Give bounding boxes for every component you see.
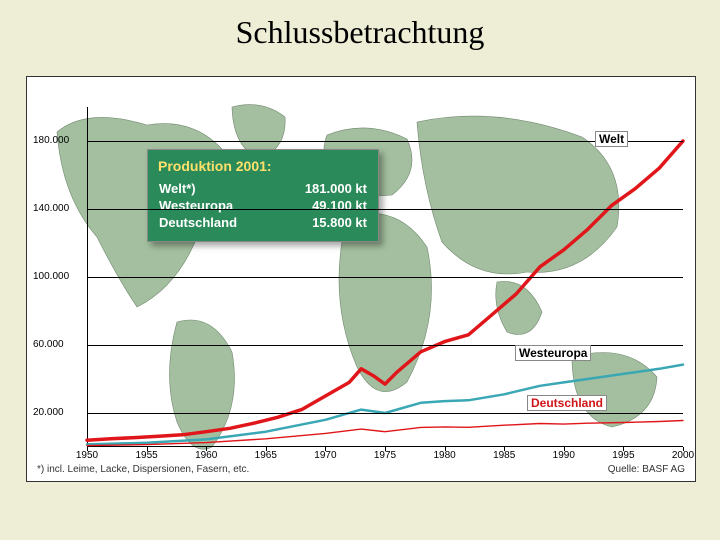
- gridline: [87, 141, 683, 142]
- chart-plot-area: Produktion 2001: Welt*)181.000 ktWesteur…: [27, 77, 695, 481]
- production-info-box: Produktion 2001: Welt*)181.000 ktWesteur…: [147, 149, 379, 242]
- series-label-deutschland: Deutschland: [527, 395, 607, 411]
- gridline: [87, 413, 683, 414]
- info-box-row-label: Welt*): [158, 180, 275, 197]
- x-tick-label: 1965: [246, 450, 286, 461]
- info-box-row-value: 49.100 kt: [275, 197, 368, 214]
- info-box-row: Westeuropa49.100 kt: [158, 197, 368, 214]
- gridline: [87, 209, 683, 210]
- info-box-table: Welt*)181.000 ktWesteuropa49.100 ktDeuts…: [158, 180, 368, 231]
- x-tick-label: 2000: [663, 450, 703, 461]
- chart-frame: Produktion 2001: Welt*)181.000 ktWesteur…: [26, 76, 696, 482]
- info-box-row-label: Deutschland: [158, 214, 275, 231]
- info-box-row-value: 15.800 kt: [275, 214, 368, 231]
- y-tick-label: 20.000: [33, 407, 85, 418]
- info-box-header: Produktion 2001:: [158, 158, 368, 174]
- info-box-row: Welt*)181.000 kt: [158, 180, 368, 197]
- series-label-westeuropa: Westeuropa: [515, 345, 591, 361]
- info-box-row: Deutschland15.800 kt: [158, 214, 368, 231]
- x-tick-label: 1985: [484, 450, 524, 461]
- x-tick-label: 1950: [67, 450, 107, 461]
- y-tick-label: 180.000: [33, 135, 85, 146]
- x-tick-label: 1980: [425, 450, 465, 461]
- x-tick-label: 1955: [127, 450, 167, 461]
- x-tick-label: 1995: [603, 450, 643, 461]
- y-tick-label: 60.000: [33, 339, 85, 350]
- y-tick-label: 100.000: [33, 271, 85, 282]
- y-tick-label: 140.000: [33, 203, 85, 214]
- x-tick-label: 1990: [544, 450, 584, 461]
- gridline: [87, 277, 683, 278]
- series-label-welt: Welt: [595, 131, 628, 147]
- info-box-row-value: 181.000 kt: [275, 180, 368, 197]
- x-tick-label: 1975: [365, 450, 405, 461]
- footnote-right: Quelle: BASF AG: [608, 464, 685, 475]
- footnote-left: *) incl. Leime, Lacke, Dispersionen, Fas…: [37, 464, 249, 475]
- page-title: Schlussbetrachtung: [0, 0, 720, 51]
- info-box-row-label: Westeuropa: [158, 197, 275, 214]
- gridline: [87, 345, 683, 346]
- x-tick-label: 1970: [305, 450, 345, 461]
- x-tick-label: 1960: [186, 450, 226, 461]
